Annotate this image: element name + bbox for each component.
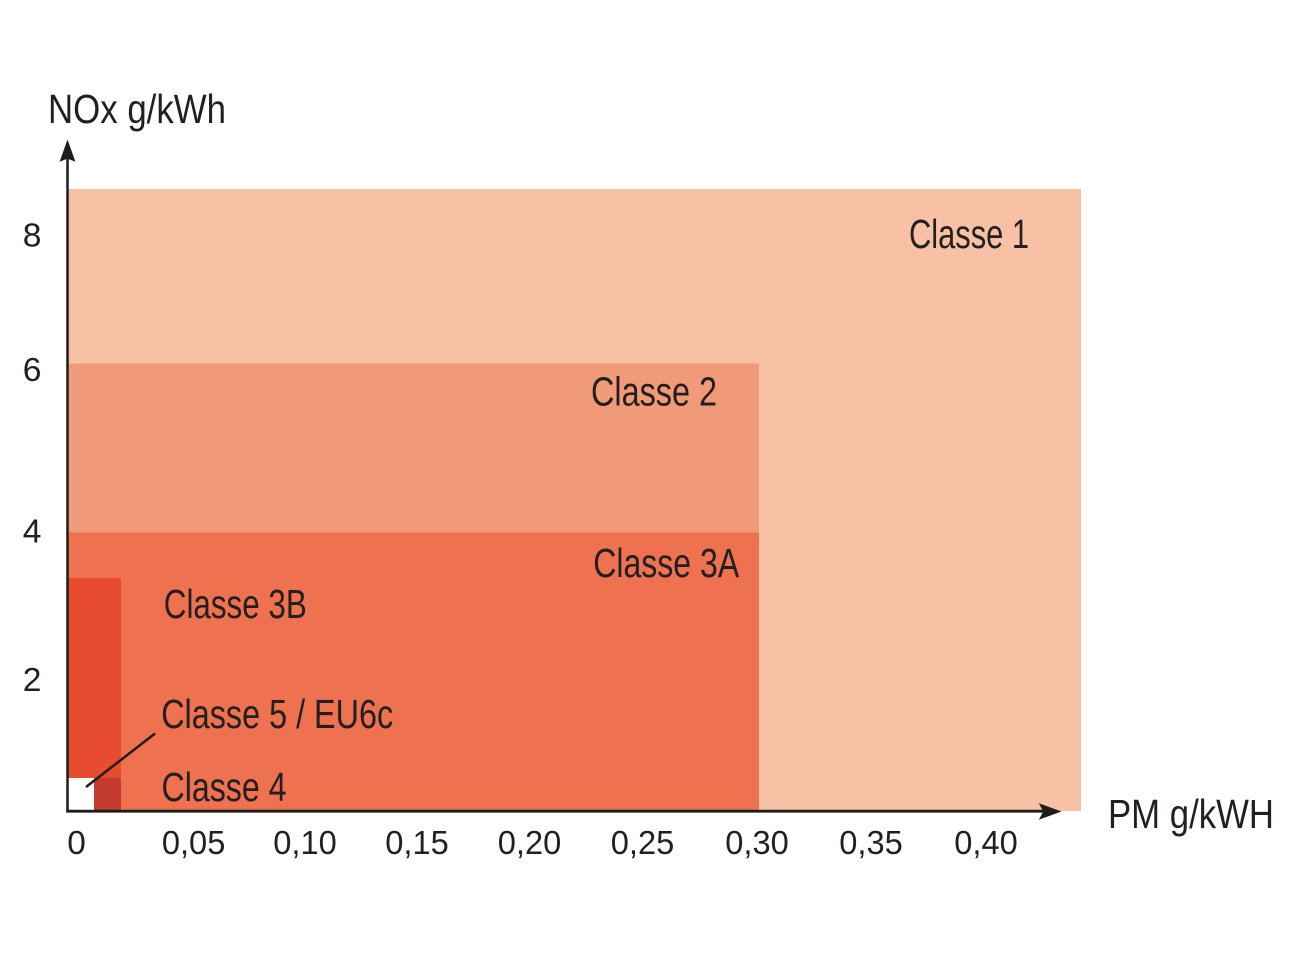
svg-text:2: 2 xyxy=(23,662,42,699)
svg-text:0,20: 0,20 xyxy=(498,825,562,862)
svg-text:Classe 1: Classe 1 xyxy=(909,211,1029,257)
svg-text:0,10: 0,10 xyxy=(273,825,337,862)
svg-text:0,35: 0,35 xyxy=(839,825,903,862)
svg-text:8: 8 xyxy=(23,217,42,254)
svg-text:0,05: 0,05 xyxy=(162,825,226,862)
svg-text:Classe 5 / EU6c: Classe 5 / EU6c xyxy=(161,691,393,737)
svg-text:0: 0 xyxy=(67,825,86,862)
svg-text:Classe 3B: Classe 3B xyxy=(164,581,307,627)
svg-text:6: 6 xyxy=(23,352,42,389)
svg-text:0,30: 0,30 xyxy=(725,825,789,862)
svg-text:Classe 4: Classe 4 xyxy=(162,764,287,810)
svg-text:Classe 2: Classe 2 xyxy=(591,369,717,415)
svg-text:4: 4 xyxy=(23,514,42,551)
svg-text:PM g/kWH: PM g/kWH xyxy=(1108,791,1274,837)
svg-text:0,15: 0,15 xyxy=(385,825,449,862)
svg-text:0,25: 0,25 xyxy=(611,825,675,862)
svg-text:Classe 3A: Classe 3A xyxy=(593,540,740,586)
svg-text:0,40: 0,40 xyxy=(954,825,1018,862)
svg-text:NOx g/kWh: NOx g/kWh xyxy=(48,86,226,132)
